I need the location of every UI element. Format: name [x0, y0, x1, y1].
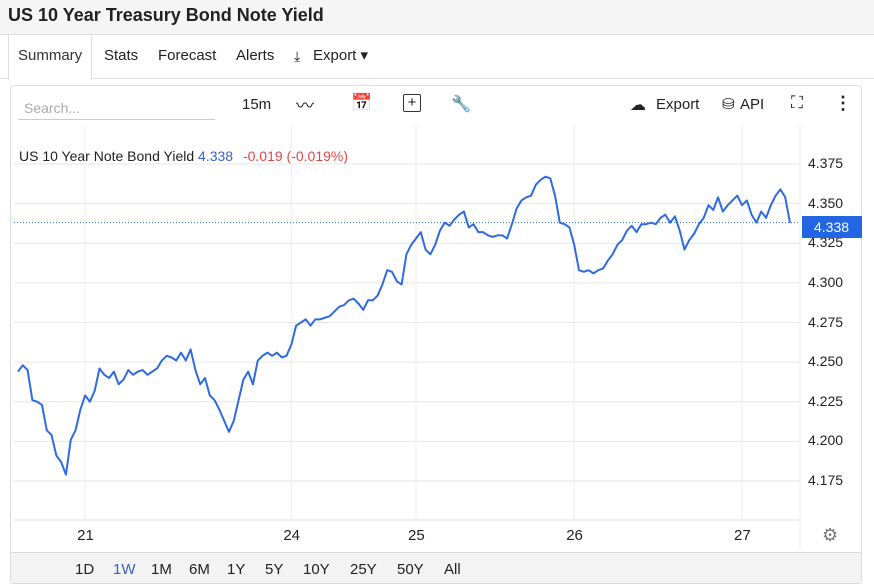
y-tick-label: 4.375 — [808, 155, 844, 171]
range-button-1d[interactable]: 1D — [75, 561, 95, 578]
x-tick-label: 27 — [734, 527, 751, 544]
fullscreen-icon[interactable]: ⛶ — [791, 93, 803, 112]
tab-stats[interactable]: Stats — [104, 47, 139, 64]
x-tick-label: 24 — [283, 527, 300, 544]
wrench-icon[interactable]: 🔧 — [451, 96, 471, 113]
api-button[interactable]: API — [740, 96, 765, 113]
tab-forecast[interactable]: Forecast — [158, 47, 217, 64]
change-value: -0.019 (-0.019%) — [242, 148, 349, 164]
title-bar: US 10 Year Treasury Bond Note Yield — [0, 0, 874, 35]
y-tick-label: 4.225 — [808, 392, 844, 409]
tab-alerts[interactable]: Alerts — [236, 47, 275, 64]
settings-gear-icon[interactable]: ⚙ — [822, 525, 839, 545]
y-tick-label: 4.300 — [808, 273, 844, 290]
x-tick-label: 26 — [566, 527, 583, 544]
interval-button[interactable]: 15m — [242, 96, 272, 113]
more-menu-icon[interactable]: ⋮ — [834, 93, 852, 113]
tab-bar: Summary Stats Forecast Alerts ⤓ Export ▾ — [0, 35, 874, 80]
range-button-50y[interactable]: 50Y — [397, 561, 424, 578]
tab-export[interactable]: Export ▾ — [313, 47, 369, 64]
y-tick-label: 4.200 — [808, 432, 844, 449]
database-icon: ⛁ — [722, 96, 735, 113]
range-button-25y[interactable]: 25Y — [350, 561, 377, 578]
tab-summary[interactable]: Summary — [8, 35, 93, 80]
y-tick-label: 4.275 — [808, 313, 844, 330]
range-button-1m[interactable]: 1M — [151, 561, 172, 578]
chart-container — [10, 85, 862, 584]
range-button-1y[interactable]: 1Y — [227, 561, 246, 578]
page-title: US 10 Year Treasury Bond Note Yield — [8, 5, 324, 25]
range-button-all[interactable]: All — [444, 561, 461, 578]
y-tick-label: 4.350 — [808, 194, 844, 211]
line-chart-icon[interactable]: 〰 — [296, 96, 314, 116]
range-button-1w[interactable]: 1W — [113, 561, 136, 578]
range-button-5y[interactable]: 5Y — [265, 561, 284, 578]
range-selector: 1D 1W 1M 6M 1Y 5Y 10Y 25Y 50Y All — [11, 552, 861, 583]
x-tick-label: 21 — [77, 527, 94, 544]
last-price-tag: 4.338 — [802, 216, 862, 238]
cloud-download-icon[interactable]: ☁ — [630, 97, 646, 114]
y-tick-label: 4.175 — [808, 472, 844, 488]
yield-series-line — [17, 175, 791, 476]
last-value: 4.338 — [198, 148, 234, 164]
export-button[interactable]: Export — [656, 96, 700, 113]
range-button-10y[interactable]: 10Y — [303, 561, 330, 578]
chart-legend: US 10 Year Note Bond Yield 4.338 -0.019 … — [19, 148, 348, 164]
x-tick-label: 25 — [407, 527, 425, 544]
range-button-6m[interactable]: 6M — [189, 561, 210, 578]
download-icon: ⤓ — [294, 48, 301, 64]
series-name: US 10 Year Note Bond Yield — [19, 148, 195, 164]
search-input[interactable] — [18, 96, 215, 120]
y-tick-label: 4.325 — [808, 234, 844, 251]
calendar-icon[interactable]: 📅 — [351, 93, 373, 112]
add-indicator-icon[interactable]: + — [403, 94, 421, 112]
y-tick-label: 4.250 — [808, 353, 844, 370]
